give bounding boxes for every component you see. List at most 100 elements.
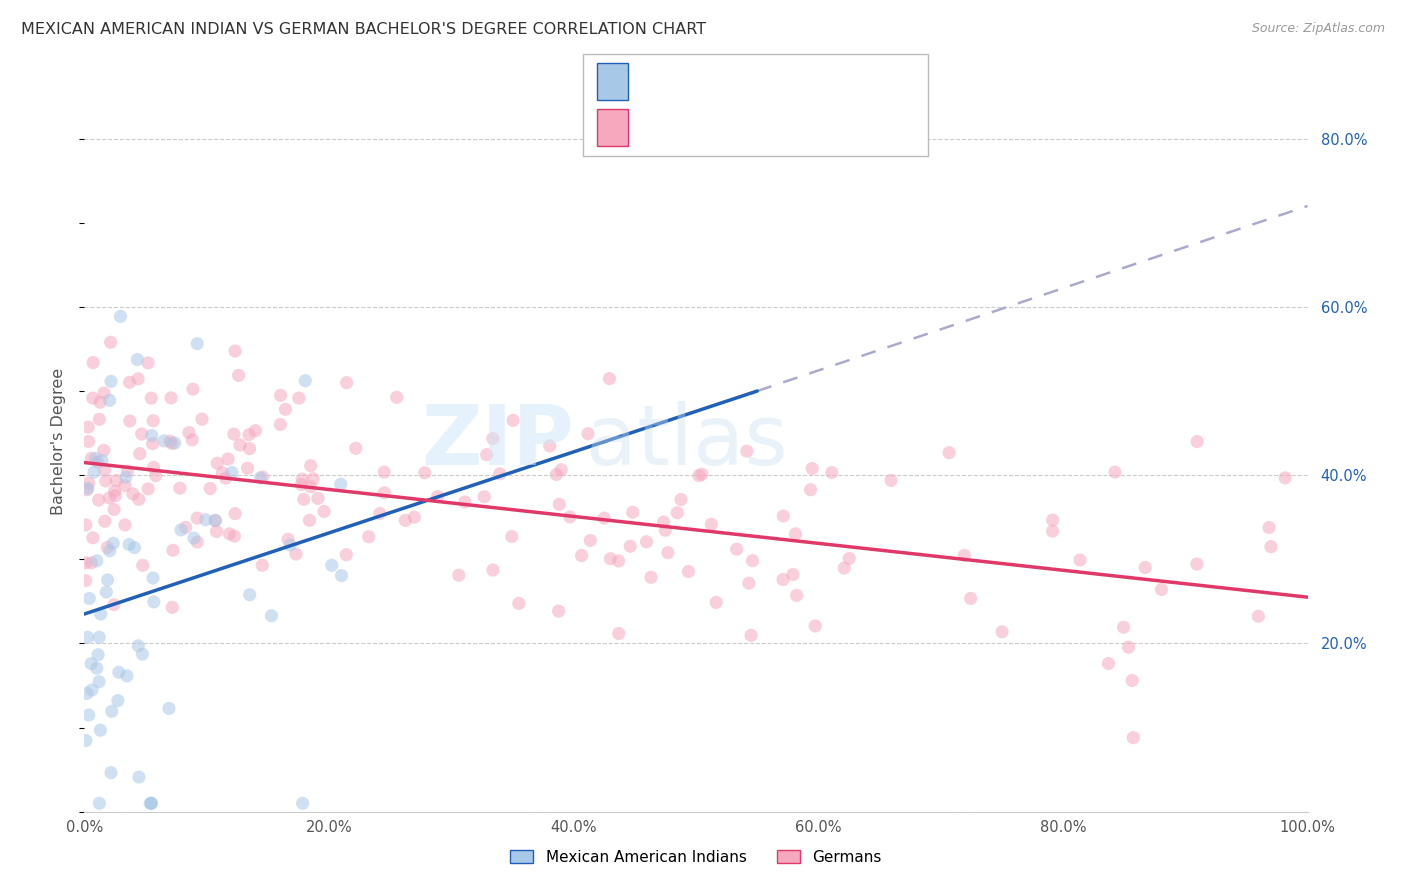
Point [177, 425, 200, 440]
Point [688, 468, 710, 483]
Point [118, 376, 141, 390]
Point [122, 487, 145, 501]
Text: R =: R = [640, 74, 673, 88]
Point [174, 520, 197, 534]
Point [607, 626, 630, 640]
Point [488, 467, 510, 481]
Point [740, 628, 762, 642]
Point [198, 482, 221, 496]
Point [472, 490, 495, 504]
Point [735, 444, 758, 458]
Point [82, 355, 104, 369]
Point [186, 535, 208, 549]
Point [170, 523, 193, 537]
Point [607, 554, 630, 568]
Point [100, 704, 122, 718]
Point [94, 474, 117, 488]
Point [142, 414, 165, 428]
Point [290, 477, 312, 491]
Point [413, 466, 436, 480]
Point [291, 797, 314, 811]
Point [215, 471, 238, 485]
Point [801, 461, 824, 475]
Point [1122, 731, 1144, 745]
Point [546, 467, 568, 482]
Point [77, 420, 100, 434]
Text: -0.478: -0.478 [689, 120, 742, 135]
Point [79, 591, 101, 606]
Point [236, 461, 259, 475]
Point [82, 391, 104, 405]
Point [298, 513, 321, 527]
Point [576, 426, 599, 441]
Point [619, 539, 641, 553]
Point [330, 568, 353, 582]
Point [228, 368, 250, 383]
Point [127, 352, 149, 367]
Point [222, 427, 245, 442]
Point [579, 533, 602, 548]
Point [785, 527, 807, 541]
Point [90, 607, 112, 621]
Point [205, 524, 228, 539]
Point [139, 797, 162, 811]
Point [75, 517, 97, 532]
Point [186, 511, 208, 525]
Text: 0.340: 0.340 [689, 74, 737, 88]
Point [84, 451, 107, 466]
Point [142, 436, 165, 450]
Point [1258, 520, 1281, 534]
Point [959, 591, 981, 606]
Point [117, 464, 139, 478]
Point [217, 452, 239, 467]
Point [288, 391, 311, 405]
Point [385, 390, 408, 404]
Point [131, 647, 153, 661]
Point [75, 574, 97, 588]
Point [114, 478, 136, 492]
Point [294, 374, 316, 388]
Point [991, 624, 1014, 639]
Point [89, 630, 111, 644]
Point [98, 544, 121, 558]
Point [593, 511, 616, 525]
Point [142, 571, 165, 585]
Point [100, 765, 122, 780]
Point [1042, 524, 1064, 538]
Point [98, 491, 121, 505]
Point [100, 375, 122, 389]
Point [292, 492, 315, 507]
Bar [598, 62, 628, 100]
Point [1042, 513, 1064, 527]
Point [278, 538, 301, 552]
Point [204, 513, 226, 527]
Point [115, 669, 138, 683]
Point [83, 465, 105, 479]
Point [128, 447, 150, 461]
Point [291, 472, 314, 486]
Point [124, 541, 146, 555]
Text: 183: 183 [830, 120, 862, 135]
Point [547, 604, 569, 618]
Point [141, 797, 163, 811]
Point [93, 514, 115, 528]
Point [832, 561, 855, 575]
Point [786, 588, 808, 602]
Point [329, 477, 352, 491]
Point [274, 402, 297, 417]
Point [107, 693, 129, 707]
Point [224, 507, 246, 521]
Point [704, 595, 727, 609]
Point [1185, 557, 1208, 571]
Point [299, 458, 322, 473]
Point [110, 310, 132, 324]
Point [669, 492, 692, 507]
Point [86, 554, 108, 568]
Point [277, 533, 299, 547]
Point [157, 701, 180, 715]
Point [89, 412, 111, 426]
Point [94, 463, 117, 477]
Point [335, 548, 357, 562]
Point [221, 466, 243, 480]
Point [224, 343, 246, 358]
